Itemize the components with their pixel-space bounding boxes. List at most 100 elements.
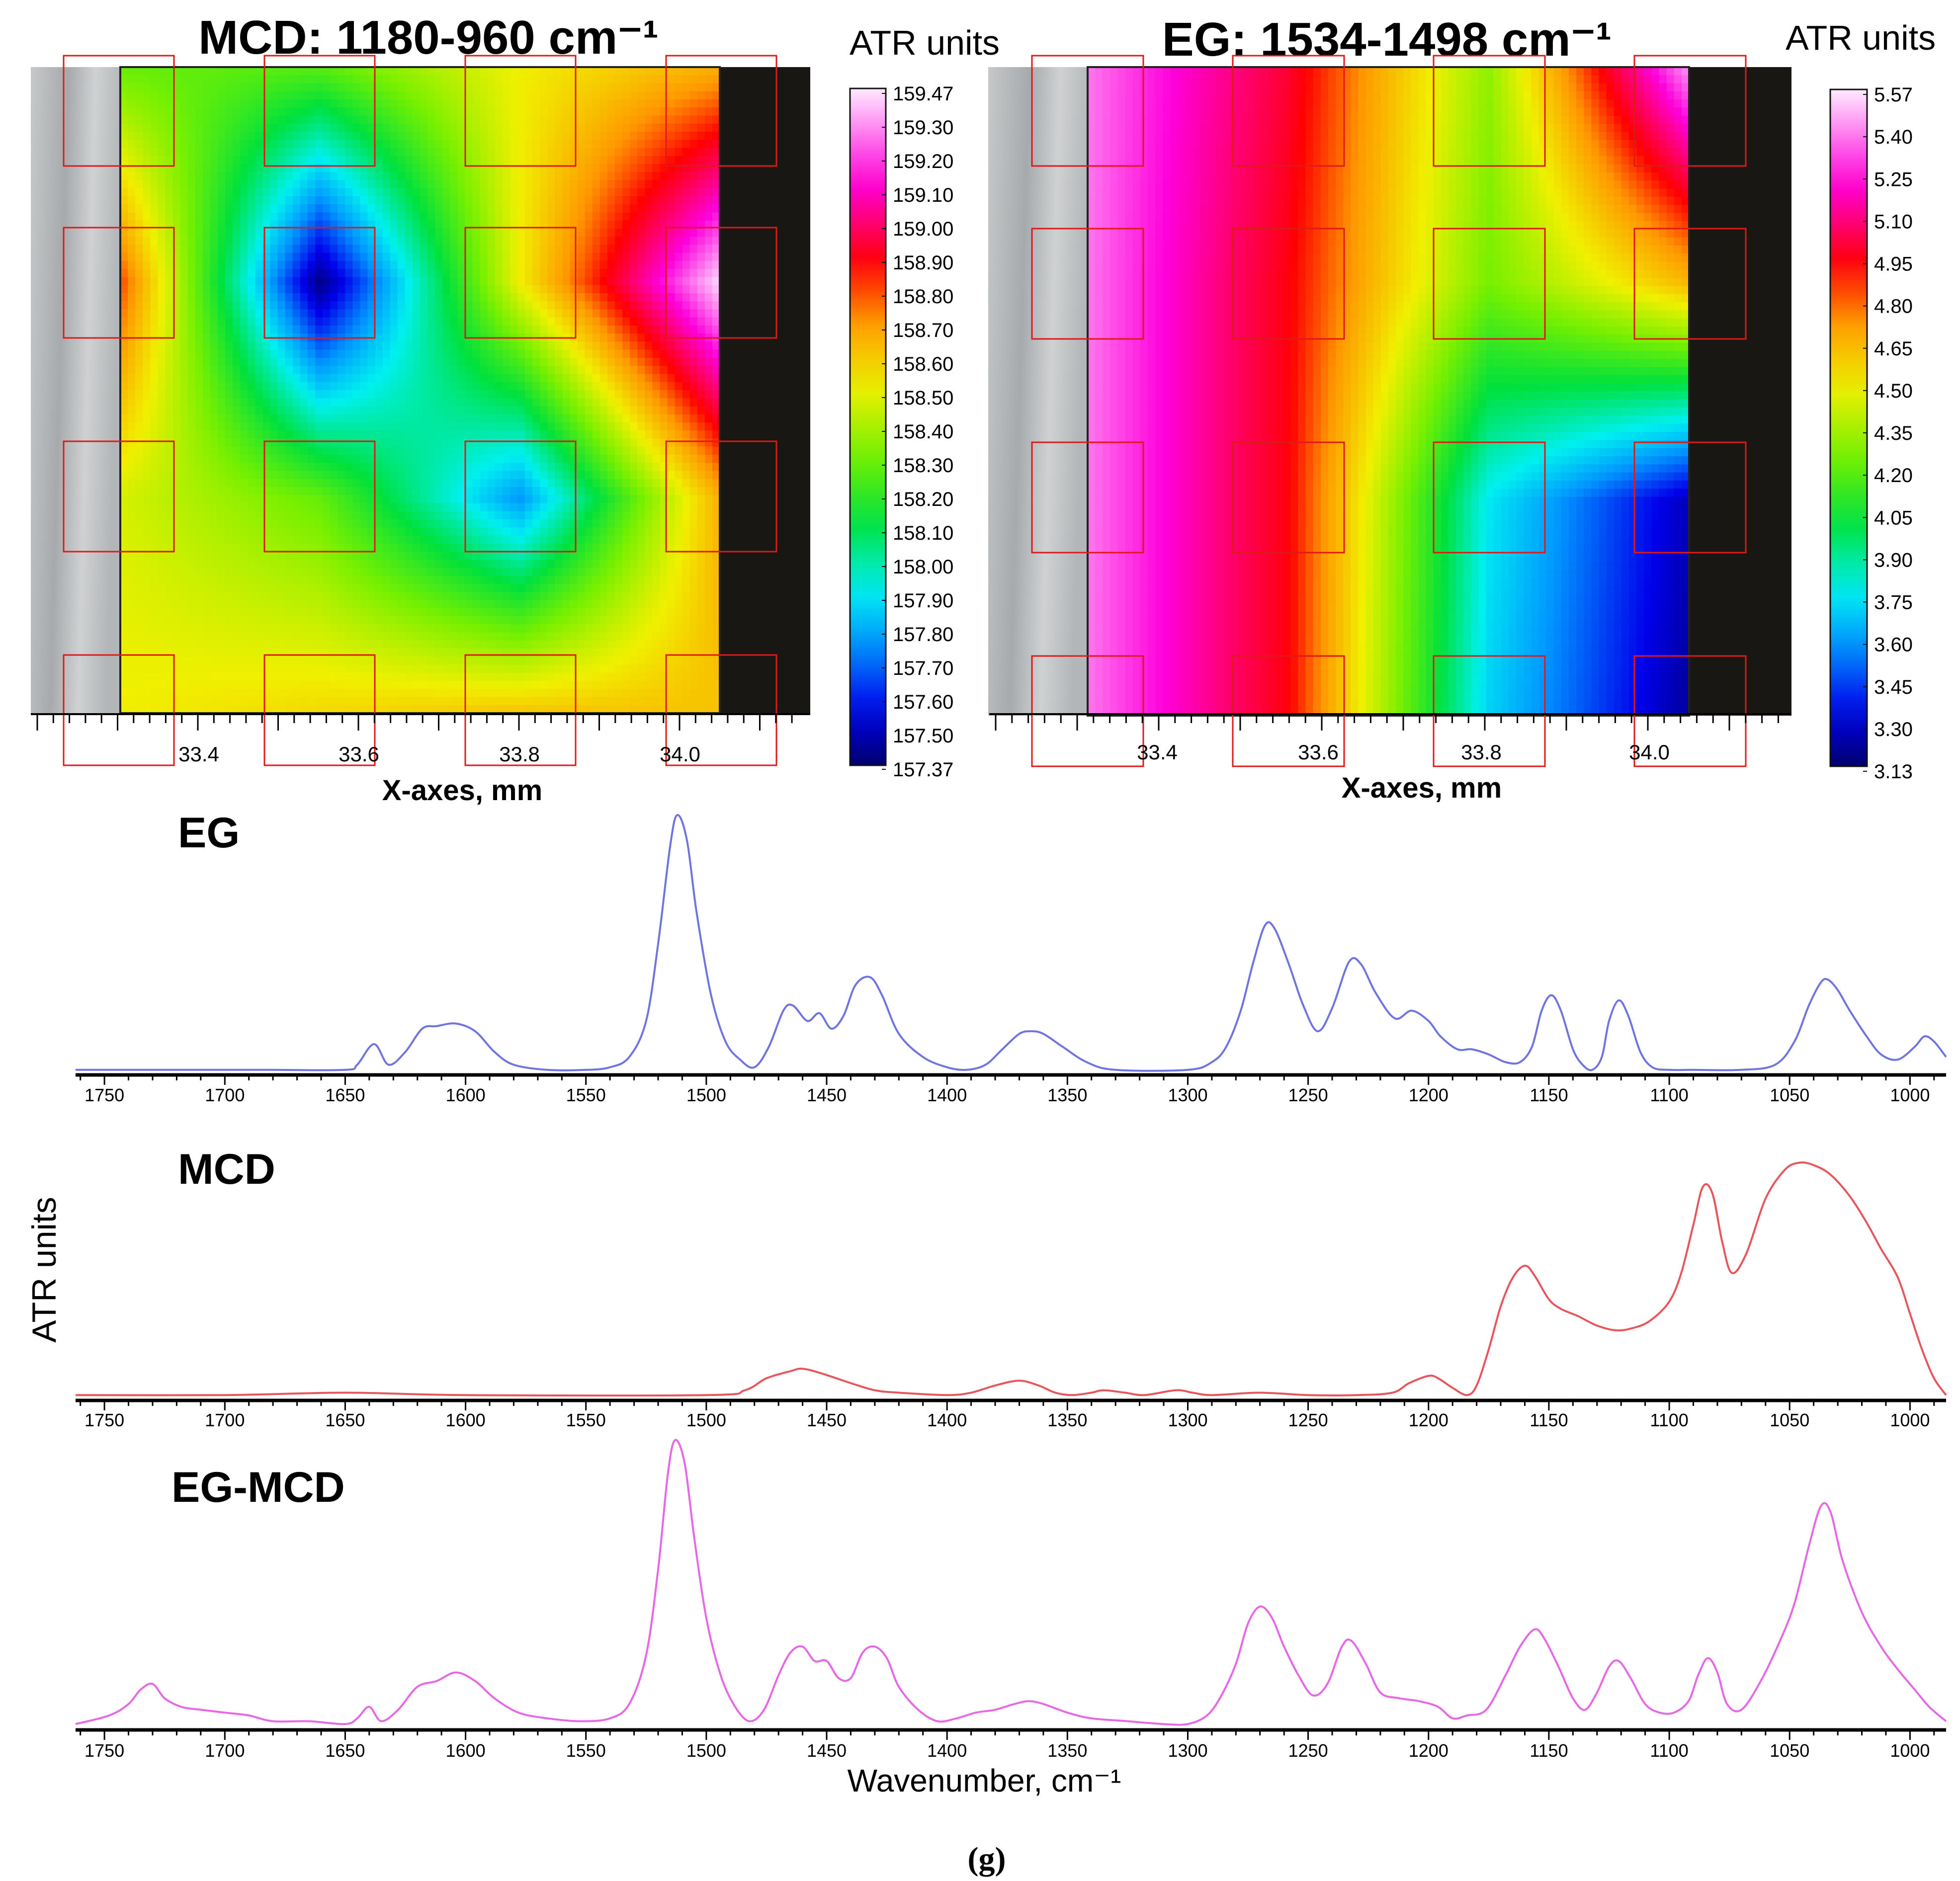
heat-cell [412,317,421,326]
heat-cell [450,285,458,294]
heat-cell [637,317,645,326]
heat-cell [645,220,653,229]
heat-cell [180,172,188,181]
heat-cell [465,455,473,463]
heat-cell [202,535,211,544]
heat-cell [637,479,645,488]
heat-cell [248,455,256,463]
heat-cell [420,115,428,124]
heat-cell [585,229,593,237]
heat-cell [225,326,233,334]
heat-cell [697,398,705,407]
heat-cell [577,358,586,366]
heat-cell [495,91,503,100]
heat-cell [165,309,173,318]
heat-cell [345,212,353,221]
heat-cell [570,220,578,229]
heat-cell [120,479,128,488]
heat-cell [255,172,263,181]
heat-cell [592,252,600,261]
heat-cell [532,301,540,310]
heat-cell [712,123,720,132]
heat-cell [577,220,586,229]
heat-cell [277,527,286,536]
heat-cell [277,188,286,197]
heat-cell [599,123,608,132]
heat-cell [405,269,413,278]
heat-cell [495,115,503,124]
heat-cell [307,535,316,544]
heat-cell [187,293,196,302]
heat-cell [202,349,211,358]
heat-cell [712,349,720,358]
heat-cell [435,552,443,560]
heat-cell [412,446,421,455]
heat-cell [704,172,713,181]
heat-cell [652,382,660,391]
heat-cell [630,503,638,512]
heat-cell [187,358,196,366]
heat-cell [233,341,241,350]
map-mcd: MCD: 1180-960 cm⁻¹ 33.4 33.6 33.8 34.0 X… [31,11,1000,807]
heat-cell [143,455,151,463]
heat-cell [547,148,555,157]
heat-cell [667,261,676,269]
heat-cell [442,390,450,399]
heat-cell [525,196,533,205]
heat-cell [352,366,360,375]
heat-cell [180,495,188,504]
heat-cell [592,487,600,495]
heat-cell [285,83,293,92]
heat-cell [465,519,473,528]
heat-cell [338,446,345,455]
heat-cell [592,326,600,334]
heat-cell [210,390,218,399]
heat-cell [367,495,376,504]
heat-cell [382,132,391,140]
heat-cell [315,406,323,415]
heat-cell [412,479,421,488]
heat-cell [412,212,421,221]
heat-cell [689,115,698,124]
heat-cell [277,220,286,229]
heat-cell [202,422,211,431]
heat-cell [450,212,458,221]
heat-cell [689,317,698,326]
heat-cell [120,229,128,237]
heat-cell [614,115,623,124]
heat-cell [472,123,481,132]
heat-cell [555,374,563,383]
heat-cell [352,140,360,149]
heat-cell [457,382,466,391]
heat-cell [502,374,511,383]
heat-cell [675,349,683,358]
heat-cell [487,487,496,495]
heat-cell [120,382,128,391]
heat-cell [367,414,376,423]
heat-cell [585,471,593,480]
heat-cell [135,398,143,407]
heat-cell [315,277,323,286]
heat-cell [382,455,391,463]
heat-cell [233,67,241,76]
heat-cell [300,398,308,407]
heat-cell [128,326,136,334]
heat-cell [622,487,630,495]
heat-cell [525,358,533,366]
heat-cell [397,107,406,116]
heat-cell [510,148,518,157]
heat-cell [682,455,690,463]
heat-cell [427,543,435,552]
heat-cell [435,326,443,334]
heat-cell [562,430,571,439]
heat-cell [180,148,188,157]
heat-cell [180,123,188,132]
heat-cell [397,560,406,569]
heat-cell [180,503,188,512]
heat-cell [689,326,698,334]
heat-cell [637,285,645,294]
heat-cell [577,277,586,286]
heat-cell [375,172,383,181]
heat-cell [120,358,128,366]
heat-cell [510,527,518,536]
